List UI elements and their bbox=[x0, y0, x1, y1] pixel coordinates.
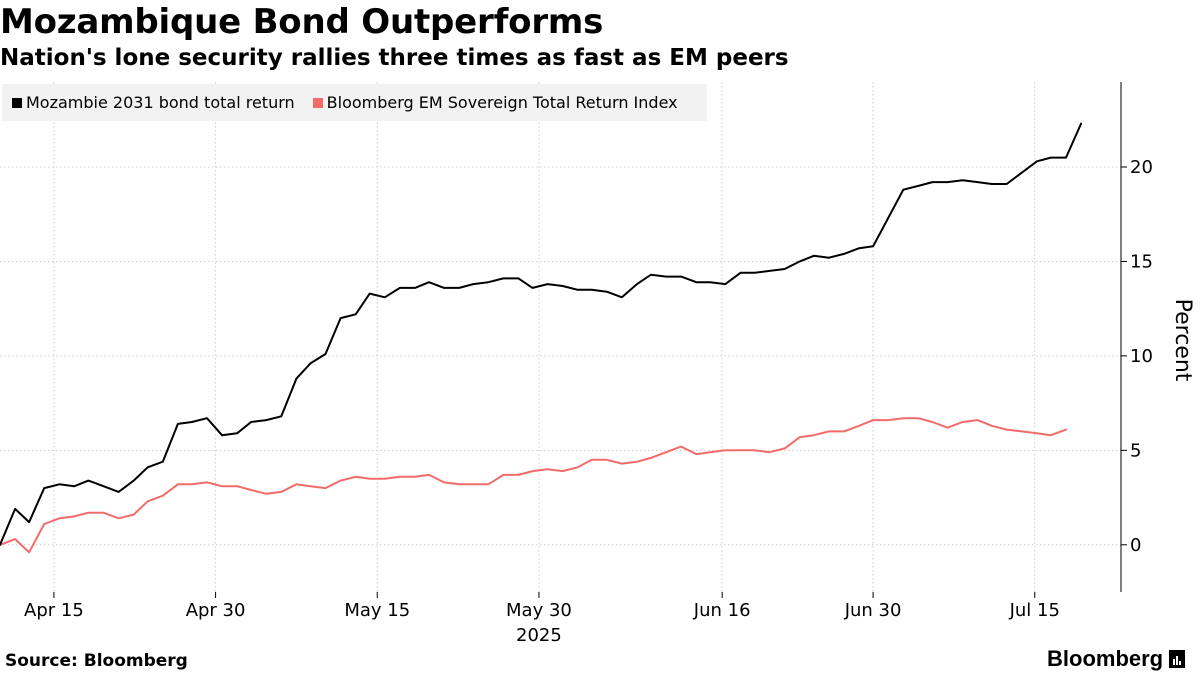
x-tick-label-6: Jul 15 bbox=[1009, 600, 1060, 621]
x-tick-label-5: Jun 30 bbox=[844, 600, 902, 621]
legend-item-mozambique: Mozambie 2031 bond total return bbox=[12, 93, 295, 112]
chart-legend: Mozambie 2031 bond total return Bloomber… bbox=[2, 84, 707, 121]
legend-label-em-index: Bloomberg EM Sovereign Total Return Inde… bbox=[326, 93, 678, 112]
x-tick-label-1: Apr 30 bbox=[186, 600, 246, 621]
legend-item-em-index: Bloomberg EM Sovereign Total Return Inde… bbox=[312, 93, 678, 112]
y-tick-label-15: 15 bbox=[1130, 251, 1153, 272]
source-note: Source: Bloomberg bbox=[5, 651, 188, 671]
x-tick-label-4: Jun 16 bbox=[693, 600, 751, 621]
y-tick-label-10: 10 bbox=[1130, 346, 1153, 367]
bloomberg-logo: Bloomberg bbox=[1047, 646, 1186, 672]
series-line-em-index bbox=[0, 417, 1067, 554]
bloomberg-terminal-icon bbox=[1169, 650, 1186, 668]
brand-text: Bloomberg bbox=[1047, 646, 1164, 671]
chart-subtitle: Nation's lone security rallies three tim… bbox=[0, 45, 789, 71]
x-tick-label-2: May 15 bbox=[344, 600, 410, 621]
y-axis-title: Percent bbox=[1170, 299, 1195, 382]
legend-label-mozambique: Mozambie 2031 bond total return bbox=[26, 93, 295, 112]
y-tick-label-5: 5 bbox=[1130, 440, 1141, 461]
legend-swatch-em-index bbox=[312, 97, 323, 108]
x-year-label: 2025 bbox=[516, 625, 562, 646]
y-tick-label-20: 20 bbox=[1130, 157, 1153, 178]
chart-title: Mozambique Bond Outperforms bbox=[0, 2, 604, 42]
series-line-mozambique bbox=[0, 122, 1083, 546]
y-tick-label-0: 0 bbox=[1130, 535, 1141, 556]
x-tick-label-0: Apr 15 bbox=[24, 600, 84, 621]
legend-swatch-mozambique bbox=[12, 97, 22, 108]
x-tick-label-3: May 30 bbox=[506, 600, 572, 621]
